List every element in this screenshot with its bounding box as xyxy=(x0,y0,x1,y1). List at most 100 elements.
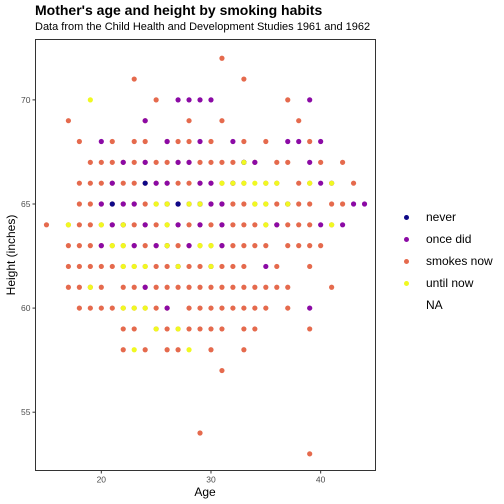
point-smokes-now xyxy=(109,138,115,145)
point-smokes-now xyxy=(230,243,236,249)
point-smokes-now xyxy=(120,326,126,332)
point-smokes-now xyxy=(109,159,115,165)
point-once-did xyxy=(307,305,313,311)
point-smokes-now xyxy=(186,305,192,311)
point-once-did xyxy=(197,222,203,228)
point-smokes-now xyxy=(175,243,181,249)
point-smokes-now xyxy=(164,159,170,165)
point-smokes-now xyxy=(131,222,137,228)
point-smokes-now xyxy=(120,347,126,353)
point-until-now xyxy=(186,201,192,207)
point-once-did xyxy=(164,180,170,186)
point-smokes-now xyxy=(230,201,236,207)
point-once-did xyxy=(186,159,192,165)
chart-title: Mother's age and height by smoking habit… xyxy=(35,2,323,18)
point-smokes-now xyxy=(230,284,236,290)
point-smokes-now xyxy=(285,284,291,290)
point-smokes-now xyxy=(252,222,258,228)
point-smokes-now xyxy=(186,222,192,228)
point-smokes-now xyxy=(263,243,269,249)
point-smokes-now xyxy=(208,326,214,332)
point-once-did xyxy=(153,180,159,186)
point-smokes-now xyxy=(164,347,170,353)
point-smokes-now xyxy=(252,284,258,290)
point-once-did xyxy=(252,159,258,165)
point-smokes-now xyxy=(87,263,93,270)
point-once-did xyxy=(175,97,181,103)
point-once-did xyxy=(219,201,225,207)
point-until-now xyxy=(263,201,269,207)
point-once-did xyxy=(120,159,126,165)
point-until-now xyxy=(241,159,247,165)
point-smokes-now xyxy=(87,305,93,311)
point-smokes-now xyxy=(131,326,137,332)
point-smokes-now xyxy=(307,243,313,249)
point-until-now xyxy=(219,180,225,186)
point-until-now xyxy=(120,305,126,311)
point-until-now xyxy=(142,263,148,270)
point-smokes-now xyxy=(175,180,181,186)
legend-label-once-did: once did xyxy=(426,232,472,246)
point-until-now xyxy=(252,201,258,207)
point-smokes-now xyxy=(208,222,214,228)
point-smokes-now xyxy=(219,367,225,374)
legend-item-until-now: until now xyxy=(398,272,502,294)
point-once-did xyxy=(131,201,137,207)
point-once-did xyxy=(197,138,203,145)
point-once-did xyxy=(142,284,148,290)
point-smokes-now xyxy=(65,263,72,270)
legend-item-smokes-now: smokes now xyxy=(398,250,502,272)
point-until-now xyxy=(329,222,335,228)
point-smokes-now xyxy=(208,138,214,145)
point-once-did xyxy=(186,97,192,103)
point-smokes-now xyxy=(131,76,137,82)
point-smokes-now xyxy=(76,180,82,186)
point-once-did xyxy=(230,138,236,145)
point-until-now xyxy=(307,180,313,186)
point-until-now xyxy=(329,180,335,186)
point-smokes-now xyxy=(296,201,302,207)
point-smokes-now xyxy=(208,284,214,290)
point-until-now xyxy=(197,201,203,207)
point-smokes-now xyxy=(98,263,104,270)
legend-marker-once-did xyxy=(403,236,409,242)
point-once-did xyxy=(307,159,313,165)
point-smokes-now xyxy=(186,180,192,186)
legend-item-na: NA xyxy=(398,294,502,316)
point-smokes-now xyxy=(98,305,104,311)
point-once-did xyxy=(197,180,203,186)
point-once-did xyxy=(98,201,104,207)
point-smokes-now xyxy=(76,284,82,290)
y-axis: 55 60 65 70 xyxy=(21,95,36,417)
point-until-now xyxy=(164,222,170,228)
point-smokes-now xyxy=(241,243,247,249)
point-smokes-now xyxy=(131,159,137,165)
point-smokes-now xyxy=(87,243,93,249)
point-until-now xyxy=(131,347,137,353)
point-smokes-now xyxy=(131,284,137,290)
point-smokes-now xyxy=(76,263,82,270)
point-once-did xyxy=(318,138,324,145)
legend-key xyxy=(398,231,414,247)
point-smokes-now xyxy=(208,159,214,165)
point-smokes-now xyxy=(252,243,258,249)
point-smokes-now xyxy=(197,159,203,165)
point-smokes-now xyxy=(219,159,225,165)
point-until-now xyxy=(120,263,126,270)
plot-panel xyxy=(35,39,376,471)
point-smokes-now xyxy=(307,138,313,145)
point-until-now xyxy=(208,263,214,270)
point-smokes-now xyxy=(263,138,269,145)
point-never xyxy=(109,201,115,207)
point-smokes-now xyxy=(142,347,148,353)
point-once-did xyxy=(339,222,346,228)
point-smokes-now xyxy=(65,118,72,124)
legend-key xyxy=(398,275,414,291)
point-until-now xyxy=(131,263,137,270)
point-smokes-now xyxy=(263,284,269,290)
point-smokes-now xyxy=(219,55,225,61)
point-smokes-now xyxy=(164,263,170,270)
point-once-did xyxy=(98,243,104,249)
point-smokes-now xyxy=(230,159,236,165)
point-smokes-now xyxy=(186,284,192,290)
